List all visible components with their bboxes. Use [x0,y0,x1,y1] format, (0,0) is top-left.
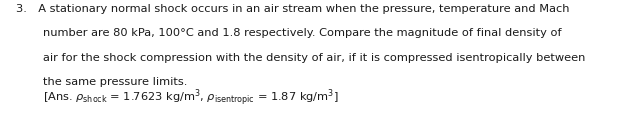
Text: [Ans. $\rho_\mathrm{shock}$ = 1.7623 kg/m$^3$, $\rho_\mathrm{isentropic}$ = 1.87: [Ans. $\rho_\mathrm{shock}$ = 1.7623 kg/… [43,87,339,108]
Text: air for the shock compression with the density of air, if it is compressed isent: air for the shock compression with the d… [43,53,585,63]
Text: 3. A stationary normal shock occurs in an air stream when the pressure, temperat: 3. A stationary normal shock occurs in a… [16,4,569,13]
Text: number are 80 kPa, 100°C and 1.8 respectively. Compare the magnitude of final de: number are 80 kPa, 100°C and 1.8 respect… [43,28,562,38]
Text: the same pressure limits.: the same pressure limits. [43,77,187,87]
